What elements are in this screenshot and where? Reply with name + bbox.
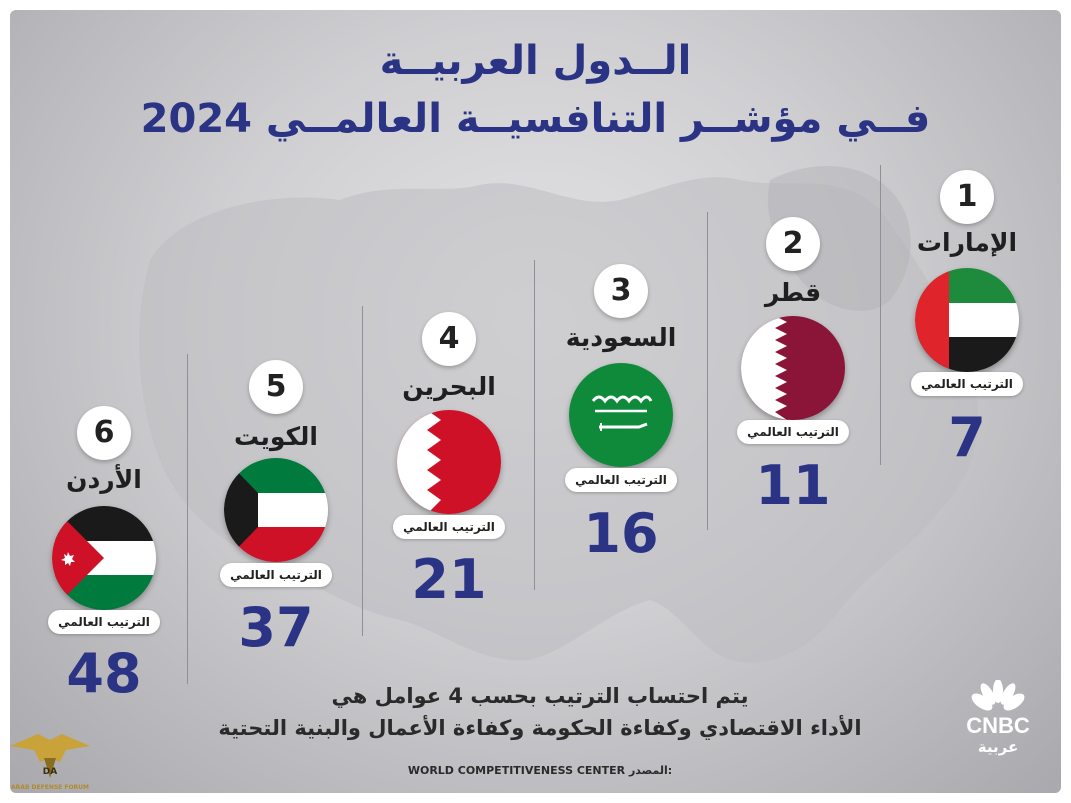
- brand-sub: عربية: [977, 738, 1019, 756]
- column-divider: [880, 165, 881, 465]
- brand-name: CNBC: [966, 713, 1030, 738]
- world-rank-pill: الترتيب العالمي: [220, 563, 332, 587]
- rank-badge: 6: [77, 406, 131, 460]
- country-name: البحرين: [402, 372, 496, 401]
- world-rank-value: 37: [238, 596, 314, 659]
- world-rank-pill: الترتيب العالمي: [48, 610, 160, 634]
- world-rank-value: 21: [411, 548, 487, 611]
- bahrain-flag-icon: [397, 410, 501, 514]
- world-rank-pill: الترتيب العالمي: [737, 420, 849, 444]
- infographic: الــدول العربيــة فــي مؤشــر التنافسيــ…: [10, 10, 1061, 793]
- country-name: الكويت: [233, 422, 319, 451]
- country-name: قطر: [764, 278, 822, 307]
- source-line: WORLD COMPETITIVENESS CENTER المصدر:: [310, 764, 770, 777]
- methodology-note-line-2: الأداء الاقتصادي وكفاءة الحكومة وكفاءة ا…: [218, 716, 862, 740]
- jordan-flag-icon: [52, 506, 156, 610]
- rank-badge: 2: [766, 217, 820, 271]
- world-rank-pill: الترتيب العالمي: [393, 515, 505, 539]
- peacock-icon: [971, 680, 1025, 711]
- qatar-flag-icon: [741, 316, 845, 420]
- uae-flag-icon: [915, 268, 1019, 372]
- rank-badge: 4: [422, 312, 476, 366]
- world-rank-value: 16: [583, 502, 659, 565]
- source-label: المصدر:: [628, 764, 673, 777]
- eagle-icon: DA: [10, 734, 90, 778]
- column-divider: [534, 260, 535, 590]
- title-line-2: فــي مؤشــر التنافسيــة العالمــي 2024: [140, 96, 931, 142]
- country-name: الأردن: [66, 465, 142, 494]
- world-rank-pill: الترتيب العالمي: [911, 372, 1023, 396]
- title-line-1: الــدول العربيــة: [379, 38, 692, 84]
- watermark-text: ARAB DEFENSE FORUM: [10, 784, 90, 791]
- column-divider: [362, 306, 363, 636]
- world-rank-pill: الترتيب العالمي: [565, 468, 677, 492]
- watermark: DA ARAB DEFENSE FORUM: [4, 728, 96, 798]
- country-name: السعودية: [565, 323, 677, 352]
- world-rank-value: 11: [755, 454, 831, 517]
- kuwait-flag-icon: [224, 458, 328, 562]
- column-divider: [187, 354, 188, 684]
- rank-badge: 1: [940, 170, 994, 224]
- arab-world-map: [139, 166, 979, 663]
- saudi-flag-icon: [569, 363, 673, 467]
- world-rank-value: 7: [948, 406, 986, 469]
- cnbc-logo: CNBC عربية: [948, 680, 1048, 756]
- column-divider: [707, 212, 708, 530]
- source-value: WORLD COMPETITIVENESS CENTER: [407, 764, 626, 777]
- rank-badge: 5: [249, 360, 303, 414]
- methodology-note-line-1: يتم احتساب الترتيب بحسب 4 عوامل هي: [331, 684, 749, 708]
- country-name: الإمارات: [916, 228, 1018, 257]
- world-rank-value: 48: [66, 642, 142, 705]
- rank-badge: 3: [594, 264, 648, 318]
- watermark-initials: DA: [43, 767, 57, 777]
